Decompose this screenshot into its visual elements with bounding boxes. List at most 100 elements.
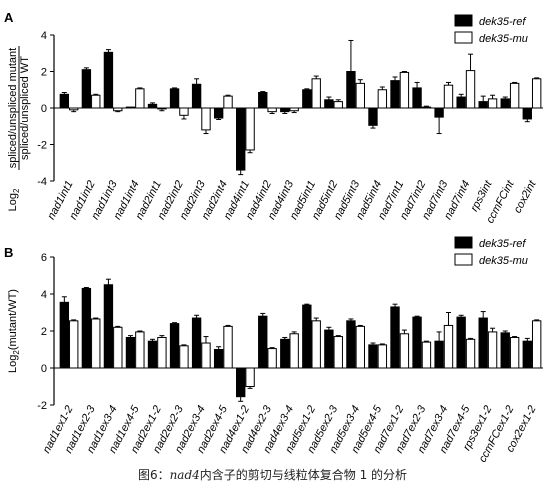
y-tick-label: 0	[41, 103, 47, 115]
x-tick-label: cox2int	[512, 178, 539, 215]
legend-swatch-dek35-ref	[454, 14, 473, 27]
bar-dek35-ref-nad4ex3-4	[280, 338, 290, 369]
bar-dek35-mu-rps3int	[487, 98, 498, 109]
bar-dek35-ref-nad2ex1-2	[147, 340, 158, 369]
bar-dek35-mu-nad7ex1-2	[399, 333, 410, 369]
bar-dek35-ref-nad7ex2-3	[412, 316, 422, 369]
bar-dek35-ref-nad2int4	[213, 107, 224, 119]
bar-dek35-mu-nad2int1	[157, 107, 167, 110]
caption-prefix: 图6：	[137, 468, 170, 482]
bar-dek35-ref-nad4int1	[236, 107, 246, 171]
bar-dek35-mu-rps3ex1-2	[487, 331, 498, 369]
bar-dek35-mu-nad1ex3-4	[113, 326, 123, 369]
bar-dek35-mu-nad2ex3-4	[201, 342, 211, 369]
y-tick-label: 0	[41, 363, 47, 375]
bar-dek35-ref-nad1int4	[125, 106, 136, 109]
bar-dek35-mu-nad2int3	[201, 107, 211, 131]
bar-dek35-ref-nad7ex3-4	[434, 340, 444, 369]
bar-dek35-ref-nad5ex4-5	[368, 344, 378, 369]
bar-dek35-ref-ccmFCex1-2	[500, 332, 510, 369]
bar-dek35-ref-nad5ex2-3	[324, 329, 334, 369]
bar-dek35-mu-nad2int2	[179, 107, 189, 116]
bar-dek35-ref-nad5ex1-2	[302, 304, 312, 369]
bar-dek35-ref-nad1int1	[59, 93, 70, 109]
bar-dek35-ref-nad7ex1-2	[390, 306, 400, 369]
bar-dek35-mu-nad5ex3-4	[355, 325, 365, 369]
bar-dek35-mu-cox2int	[531, 78, 542, 109]
bar-dek35-ref-rps3int	[478, 101, 488, 109]
bar-dek35-ref-rps3ex1-2	[478, 317, 488, 369]
bar-dek35-ref-nad2ex4-5	[213, 349, 224, 369]
bar-dek35-mu-nad4ex1-2	[245, 367, 255, 387]
bar-dek35-mu-nad2ex2-3	[179, 345, 189, 369]
bar-dek35-mu-nad4ex3-4	[289, 333, 299, 369]
bar-dek35-mu-nad7int2	[421, 106, 432, 109]
bar-dek35-ref-nad1ex4-5	[125, 336, 136, 369]
bar-dek35-ref-nad1ex3-4	[103, 284, 114, 369]
y-axis-label: Log2(mutant/WT)	[7, 289, 21, 373]
bar-dek35-ref-nad7int3	[434, 107, 444, 118]
panel-letter: A	[4, 10, 14, 25]
figure-caption: 图6：nad4内含子的剪切与线粒体复合物 1 的分析	[0, 466, 545, 483]
bar-dek35-mu-nad4int1	[245, 107, 255, 151]
bar-dek35-mu-nad5int1	[311, 78, 321, 109]
bar-dek35-ref-nad7ex4-5	[456, 316, 466, 369]
bar-dek35-ref-nad1int3	[103, 51, 114, 109]
legend-swatch-dek35-mu	[454, 31, 473, 44]
bar-dek35-mu-nad1int2	[91, 94, 101, 109]
bar-dek35-mu-nad1ex4-5	[135, 331, 145, 369]
bar-dek35-mu-nad7int4	[465, 70, 476, 109]
legend-swatch-dek35-ref	[454, 236, 473, 249]
bar-dek35-ref-nad1ex2-3	[81, 287, 92, 369]
bar-dek35-ref-nad2ex2-3	[169, 323, 180, 369]
bar-dek35-mu-nad1ex2-3	[91, 318, 101, 369]
bar-dek35-ref-nad4ex1-2	[236, 367, 246, 398]
panel-B: B-20246Log2(mutant/WT)nad1ex1-2nad1ex2-3…	[4, 236, 543, 464]
y-tick-label: -2	[37, 400, 47, 412]
bar-dek35-ref-nad2int3	[191, 83, 202, 109]
bar-dek35-mu-nad7ex2-3	[421, 341, 432, 369]
legend-label-dek35-ref: dek35-ref	[479, 16, 526, 28]
bar-dek35-mu-nad4ex2-3	[267, 348, 277, 369]
bar-dek35-mu-nad2ex1-2	[157, 336, 167, 369]
y-axis-label: spliced/unspliced mutantspliced/unsplice…	[7, 48, 31, 168]
y-label-log: Log2	[7, 188, 21, 211]
bar-dek35-mu-ccmFCex1-2	[509, 336, 520, 369]
bar-dek35-ref-nad4int3	[280, 107, 290, 113]
bar-dek35-ref-nad5int3	[346, 71, 356, 109]
bar-dek35-ref-nad5int2	[324, 99, 334, 109]
bar-dek35-mu-nad7ex3-4	[443, 324, 454, 369]
y-tick-label: 2	[41, 67, 47, 79]
y-tick-label: 4	[41, 30, 47, 42]
bar-dek35-mu-nad1int3	[113, 107, 123, 112]
panel-A: A -4 -2 0 2 4 spliced/unspliced mutantspliced/…	[4, 10, 543, 225]
bar-dek35-ref-nad7int2	[412, 87, 422, 109]
bar-dek35-ref-nad1ex1-2	[59, 301, 70, 369]
bar-dek35-ref-nad1int2	[81, 69, 92, 109]
bar-dek35-mu-nad5int3	[355, 82, 365, 109]
bar-dek35-ref-nad7int4	[456, 96, 466, 109]
y-tick-label: -2	[37, 140, 47, 152]
bar-dek35-mu-nad1ex1-2	[69, 320, 79, 369]
bar-dek35-ref-nad4int2	[258, 91, 268, 109]
bar-dek35-mu-nad7int1	[399, 71, 410, 109]
bar-dek35-ref-nad2ex3-4	[191, 317, 202, 369]
y-tick-label: 4	[41, 289, 47, 301]
bar-dek35-ref-nad5int4	[368, 107, 378, 126]
bar-dek35-mu-nad7ex4-5	[465, 338, 476, 369]
bar-dek35-mu-nad5ex1-2	[311, 320, 321, 369]
bar-dek35-mu-nad5ex4-5	[377, 344, 388, 369]
bar-dek35-mu-nad5int4	[377, 89, 388, 109]
bar-dek35-ref-nad2int2	[169, 88, 180, 109]
bar-dek35-ref-nad5int1	[302, 89, 312, 109]
bar-dek35-mu-nad4int3	[289, 107, 299, 112]
caption-suffix: 内含子的剪切与线粒体复合物 1 的分析	[199, 468, 408, 482]
bar-dek35-mu-nad1int1	[69, 107, 79, 111]
bar-dek35-mu-nad5int2	[333, 101, 343, 109]
legend-label-dek35-mu: dek35-mu	[479, 255, 528, 267]
bar-dek35-ref-cox2int	[522, 107, 532, 120]
caption-gene: nad4	[169, 468, 200, 482]
legend-label-dek35-ref: dek35-ref	[479, 238, 526, 250]
y-tick-label: 2	[41, 326, 47, 338]
